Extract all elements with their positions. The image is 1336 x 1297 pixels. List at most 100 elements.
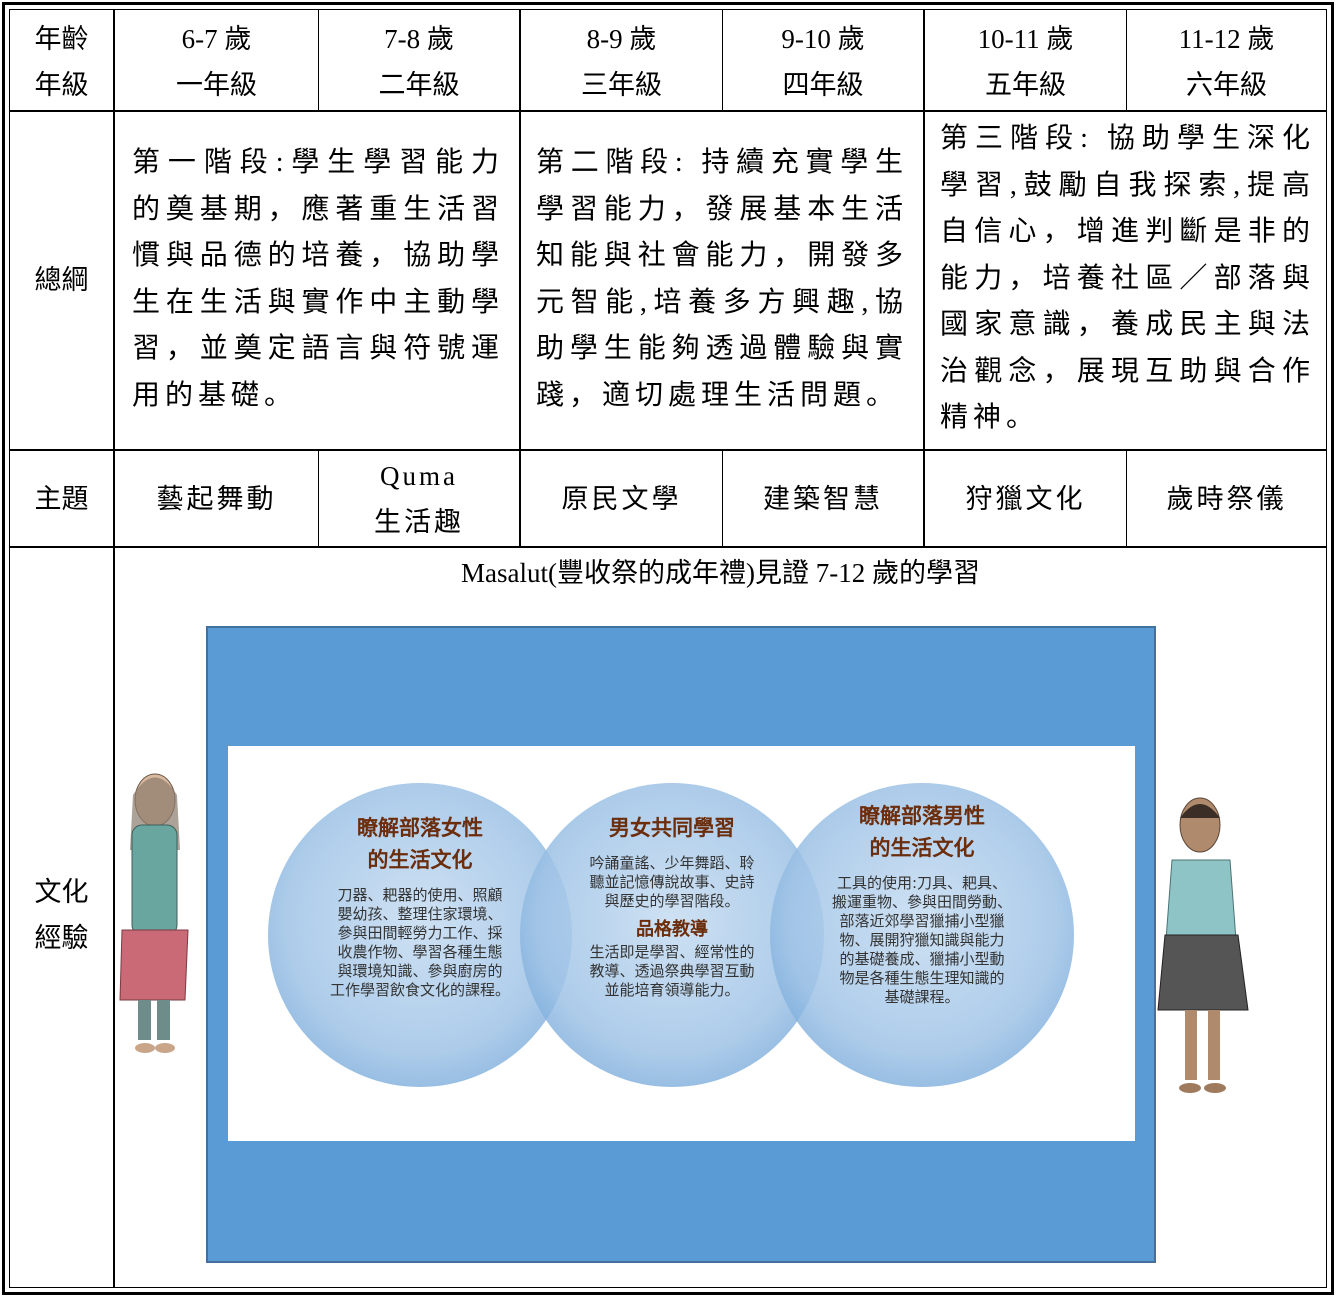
circle-title: 男女共同學習 (609, 816, 735, 840)
label-line: 經驗 (34, 923, 89, 953)
body-line: 的基礎養成、獵捕小型動 (839, 950, 1005, 968)
row-label: 主題 (10, 451, 113, 546)
age: 6-7 歲 (181, 24, 252, 54)
circle-title: 瞭解部落女性 (357, 816, 483, 840)
col-line (1126, 9, 1127, 111)
theme-cell: 歲時祭儀 (1127, 451, 1326, 546)
body-line: 參與田間輕勞力工作、採 (337, 924, 503, 942)
body-line: 部落近郊學習獵捕小型獵 (839, 912, 1005, 930)
age-cell: 9-10 歲四年級 (723, 14, 923, 110)
label-line: 文化 (34, 877, 89, 907)
row-label: 總綱 (10, 111, 113, 449)
circle-title: 的生活文化 (869, 836, 975, 860)
grade: 一年級 (176, 70, 257, 100)
theme-line: Quma (380, 460, 458, 491)
circle (268, 783, 572, 1087)
circle-body: 刀器、耙器的使用、照顧 嬰幼孩、整理住家環境、 參與田間輕勞力工作、採 收農作物、學習… (300, 886, 540, 1000)
grade: 六年級 (1186, 70, 1267, 100)
circle-text: 男女共同學習 吟誦童謠、少年舞蹈、聆 聽並記憶傳說故事、史詩 與歷史的學習階段。 品格教… (552, 812, 792, 1000)
col-line (722, 9, 723, 111)
border (9, 9, 1327, 10)
caption-text: Masalut(豐收祭的成年禮)見證 7-12 歲的學習 (461, 558, 980, 588)
circle-body: 工具的使用:刀具、耙具、 搬運重物、參與田間勞動、 部落近郊學習獵捕小型獵 物、展開狩… (802, 874, 1042, 1007)
age-cell: 8-9 歲三年級 (521, 14, 722, 110)
col-line (519, 9, 521, 547)
theme-cell: 藝起舞動 (115, 451, 318, 546)
age: 7-8 歲 (384, 24, 454, 54)
border (2, 1292, 1334, 1295)
body-line: 物、展開狩獵知識與能力 (839, 931, 1005, 949)
border (2, 2, 5, 1295)
grade: 二年級 (378, 70, 460, 100)
body-line: 聽並記憶傳說故事、史詩 (589, 873, 755, 891)
stage-text: 第三階段: 協助學生深化學習,鼓勵自我探索,提高自信心，增進判斷是非的能力，培養… (940, 123, 1315, 433)
age: 9-10 歲 (781, 24, 865, 54)
body-line: 工作學習飲食文化的課程。 (329, 981, 510, 999)
col-line (318, 9, 319, 111)
grade: 五年級 (985, 70, 1066, 100)
label-line: 年級 (34, 70, 89, 100)
body-line: 吟誦童謠、少年舞蹈、聆 (589, 854, 755, 872)
col-line (1126, 450, 1127, 547)
body-line: 收農作物、學習各種生態 (337, 943, 503, 961)
col-line (113, 9, 115, 1288)
age: 8-9 歲 (586, 24, 657, 54)
theme-line: 藝起舞動 (156, 483, 277, 514)
grade: 四年級 (782, 70, 864, 100)
col-line (722, 450, 723, 547)
circle-title: 的生活文化 (367, 848, 473, 872)
border (2, 2, 1334, 5)
grade: 三年級 (581, 70, 662, 100)
age-cell: 7-8 歲二年級 (319, 14, 519, 110)
body-line: 搬運重物、參與田間勞動、 (831, 893, 1012, 911)
label-text: 總綱 (34, 265, 89, 295)
row-label: 年齡 年級 (10, 14, 113, 110)
theme-cell: 建築智慧 (723, 451, 923, 546)
body-line: 生活即是學習、經常性的 (589, 943, 755, 961)
border (9, 9, 10, 1288)
body-line: 基礎課程。 (884, 988, 960, 1006)
row-label: 文化 經驗 (10, 860, 113, 970)
body-line: 刀器、耙器的使用、照顧 (337, 886, 503, 904)
label-line: 年齡 (34, 24, 89, 54)
girl-figure (119, 773, 189, 1053)
circle-text: 瞭解部落女性 的生活文化刀器、耙器的使用、照顧 嬰幼孩、整理住家環境、 參與田間輕勞力… (300, 812, 540, 1000)
stage-text: 第一階段:學生學習能力的奠基期，應著重生活習慣與品德的培養，協助學生在生活與實作… (132, 147, 504, 411)
col-line (318, 450, 319, 547)
theme-cell: 原民文學 (521, 451, 722, 546)
row-line (9, 546, 1327, 548)
age-cell: 10-11 歲五年級 (925, 14, 1126, 110)
border (9, 1287, 1327, 1288)
row-line (9, 449, 1327, 451)
theme-line: 歲時祭儀 (1166, 483, 1287, 514)
age-cell: 6-7 歲一年級 (115, 14, 318, 110)
theme-line: 生活趣 (374, 506, 464, 537)
circle-title: 瞭解部落男性 (859, 804, 985, 828)
stage-text: 第二階段: 持續充實學生學習能力，發展基本生活知能與社會能力，開發多元智能,培養… (536, 147, 908, 411)
age: 11-12 歲 (1178, 24, 1275, 54)
age: 10-11 歲 (977, 24, 1074, 54)
body-line: 與歷史的學習階段。 (604, 892, 740, 910)
body-line: 嬰幼孩、整理住家環境、 (337, 905, 503, 923)
circle-subtitle: 品格教導 (636, 919, 708, 940)
boy-figure (1157, 797, 1249, 1093)
border (1331, 2, 1334, 1295)
circle (770, 783, 1074, 1087)
row-line (9, 110, 1327, 112)
age-cell: 11-12 歲六年級 (1127, 14, 1326, 110)
border (1326, 9, 1327, 1288)
theme-cell: 狩獵文化 (925, 451, 1126, 546)
theme-line: 建築智慧 (763, 483, 883, 514)
caption: Masalut(豐收祭的成年禮)見證 7-12 歲的學習 (115, 550, 1326, 596)
body-line: 與環境知識、參與廚房的 (337, 962, 503, 980)
theme-line: 狩獵文化 (965, 483, 1086, 514)
body-line: 並能培育領導能力。 (604, 981, 740, 999)
body-line: 教導、透過祭典學習互動 (589, 962, 755, 980)
circle-text: 瞭解部落男性 的生活文化工具的使用:刀具、耙具、 搬運重物、參與田間勞動、 部落近郊學… (802, 800, 1042, 1007)
theme-line: 原民文學 (561, 483, 682, 514)
circle-body: 吟誦童謠、少年舞蹈、聆 聽並記憶傳說故事、史詩 與歷史的學習階段。 (552, 854, 792, 911)
col-line (923, 9, 925, 547)
circle (520, 783, 824, 1087)
